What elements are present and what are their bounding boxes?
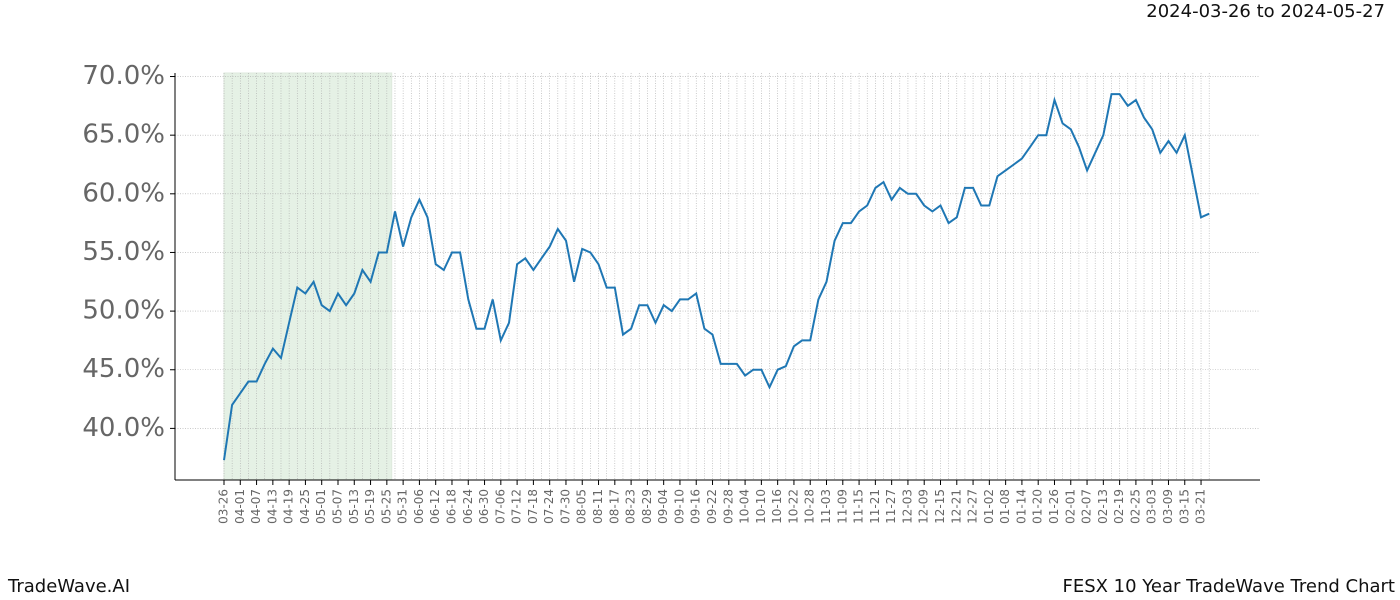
x-tick-label: 04-13 bbox=[265, 489, 279, 524]
x-tick-label: 04-07 bbox=[249, 489, 263, 524]
x-tick-label: 01-02 bbox=[982, 489, 996, 524]
x-tick-label: 05-07 bbox=[330, 489, 344, 524]
x-tick-label: 06-12 bbox=[428, 489, 442, 524]
x-tick-label: 03-09 bbox=[1161, 489, 1175, 524]
y-tick-label: 60.0% bbox=[82, 178, 165, 208]
y-tick-label: 45.0% bbox=[82, 354, 165, 384]
x-tick-label: 07-30 bbox=[558, 489, 572, 524]
x-tick-label: 11-09 bbox=[835, 489, 849, 524]
y-tick-label: 55.0% bbox=[82, 237, 165, 267]
x-tick-label: 02-19 bbox=[1112, 489, 1126, 524]
x-tick-label: 06-24 bbox=[461, 489, 475, 524]
x-tick-label: 03-26 bbox=[217, 489, 231, 524]
x-tick-label: 09-10 bbox=[672, 489, 686, 524]
x-tick-label: 11-27 bbox=[884, 489, 898, 524]
x-tick-label: 06-18 bbox=[444, 489, 458, 524]
x-tick-label: 07-06 bbox=[493, 489, 507, 524]
x-tick-label: 08-17 bbox=[607, 489, 621, 524]
x-tick-label: 09-28 bbox=[721, 489, 735, 524]
subtitle: 2024-03-26 to 2024-05-27 bbox=[1146, 1, 1385, 22]
x-tick-label: 03-15 bbox=[1177, 489, 1191, 524]
x-tick-label: 11-15 bbox=[852, 489, 866, 524]
x-tick-label: 08-23 bbox=[624, 489, 638, 524]
footer-right: FESX 10 Year TradeWave Trend Chart bbox=[1062, 576, 1395, 597]
y-tick-label: 40.0% bbox=[82, 413, 165, 443]
x-tick-label: 03-21 bbox=[1194, 489, 1208, 524]
x-tick-label: 06-30 bbox=[477, 489, 491, 524]
x-tick-label: 08-11 bbox=[591, 489, 605, 524]
x-tick-label: 06-06 bbox=[412, 489, 426, 524]
x-tick-label: 07-24 bbox=[542, 489, 556, 524]
x-tick-label: 02-01 bbox=[1063, 489, 1077, 524]
x-tick-label: 02-13 bbox=[1096, 489, 1110, 524]
y-tick-label: 70.0% bbox=[82, 61, 165, 91]
x-tick-label: 05-13 bbox=[347, 489, 361, 524]
x-tick-label: 04-01 bbox=[233, 489, 247, 524]
y-tick-label: 65.0% bbox=[82, 120, 165, 150]
x-tick-label: 10-22 bbox=[786, 489, 800, 524]
x-tick-label: 04-19 bbox=[282, 489, 296, 524]
x-tick-label: 07-12 bbox=[510, 489, 524, 524]
x-tick-label: 08-05 bbox=[575, 489, 589, 524]
data-line bbox=[223, 93, 1210, 461]
x-tick-label: 09-04 bbox=[656, 489, 670, 524]
x-tick-label: 10-10 bbox=[754, 489, 768, 524]
highlight-band bbox=[223, 72, 393, 481]
x-tick-label: 09-22 bbox=[705, 489, 719, 524]
x-tick-label: 12-03 bbox=[900, 489, 914, 524]
footer-left: TradeWave.AI bbox=[7, 576, 130, 597]
x-tick-label: 02-07 bbox=[1080, 489, 1094, 524]
x-tick-label: 01-26 bbox=[1047, 489, 1061, 524]
x-tick-label: 12-21 bbox=[949, 489, 963, 524]
x-tick-label: 12-27 bbox=[966, 489, 980, 524]
x-tick-label: 12-09 bbox=[917, 489, 931, 524]
x-tick-label: 10-28 bbox=[803, 489, 817, 524]
x-tick-label: 05-31 bbox=[396, 489, 410, 524]
x-tick-label: 05-01 bbox=[314, 489, 328, 524]
x-tick-label: 08-29 bbox=[640, 489, 654, 524]
x-tick-label: 01-14 bbox=[1014, 489, 1028, 524]
x-tick-label: 01-20 bbox=[1031, 489, 1045, 524]
x-tick-label: 05-25 bbox=[379, 489, 393, 524]
x-tick-label: 03-03 bbox=[1145, 489, 1159, 524]
x-tick-label: 02-25 bbox=[1128, 489, 1142, 524]
x-tick-label: 12-15 bbox=[933, 489, 947, 524]
x-tick-label: 01-08 bbox=[998, 489, 1012, 524]
x-tick-label: 11-03 bbox=[819, 489, 833, 524]
x-tick-label: 10-16 bbox=[770, 489, 784, 524]
x-tick-label: 09-16 bbox=[689, 489, 703, 524]
x-tick-label: 07-18 bbox=[526, 489, 540, 524]
x-tick-label: 11-21 bbox=[868, 489, 882, 524]
x-tick-label: 04-25 bbox=[298, 489, 312, 524]
x-tick-label: 05-19 bbox=[363, 489, 377, 524]
y-tick-label: 50.0% bbox=[82, 296, 165, 326]
x-tick-label: 10-04 bbox=[738, 489, 752, 524]
